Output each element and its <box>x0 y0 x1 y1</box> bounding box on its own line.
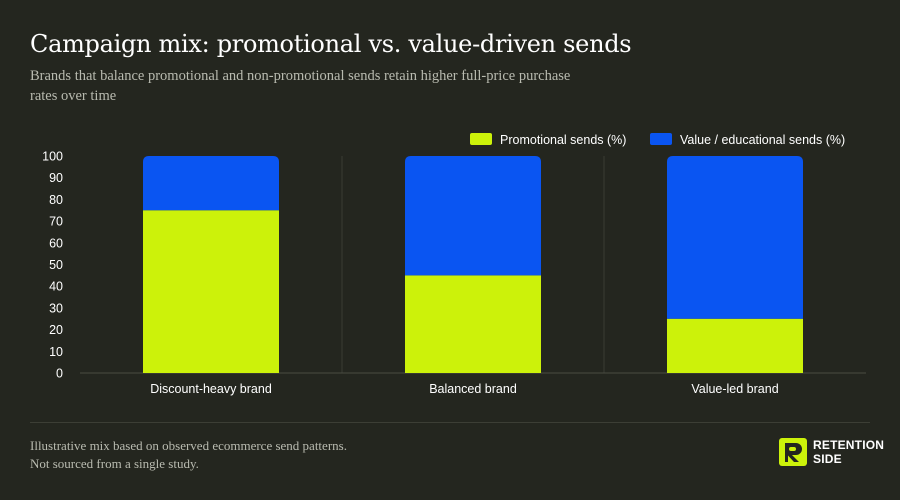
bar-segment-promotional <box>667 318 803 373</box>
brand-name-line2: SIDE <box>813 452 842 466</box>
y-tick-label: 100 <box>42 150 63 164</box>
footer-note: Illustrative mix based on observed ecomm… <box>30 438 347 471</box>
y-tick-label: 70 <box>49 215 63 229</box>
bar-segment-value <box>405 156 541 276</box>
y-tick-label: 90 <box>49 171 63 185</box>
y-tick-label: 50 <box>49 258 63 272</box>
chart-title: Campaign mix: promotional vs. value-driv… <box>30 30 632 58</box>
bar-segment-promotional <box>143 210 279 373</box>
legend-swatch <box>470 133 492 145</box>
legend-swatch <box>650 133 672 145</box>
retention-side-logo-icon <box>779 438 807 466</box>
bar-segment-value <box>667 156 803 319</box>
y-tick-label: 30 <box>49 301 63 315</box>
x-tick-label: Value-led brand <box>691 382 778 396</box>
bar-segment-value <box>143 156 279 211</box>
y-tick-label: 10 <box>49 345 63 359</box>
x-tick-label: Discount-heavy brand <box>150 382 272 396</box>
y-tick-label: 60 <box>49 236 63 250</box>
y-tick-label: 20 <box>49 323 63 337</box>
footer-divider <box>30 422 870 423</box>
y-tick-label: 40 <box>49 280 63 294</box>
y-tick-label: 80 <box>49 193 63 207</box>
bar-segment-promotional <box>405 275 541 373</box>
y-tick-label: 0 <box>56 367 63 381</box>
brand-logo: RETENTION SIDE <box>779 438 884 466</box>
brand-name-line1: RETENTION <box>813 438 885 452</box>
legend-label: Promotional sends (%) <box>500 133 626 147</box>
chart-subtitle: Brands that balance promotional and non-… <box>30 68 571 104</box>
x-tick-label: Balanced brand <box>429 382 517 396</box>
legend-label: Value / educational sends (%) <box>680 133 845 147</box>
stacked-bar-chart: 0 10 20 30 40 50 60 70 80 90 100 Discount-heavy bra… <box>42 133 866 396</box>
